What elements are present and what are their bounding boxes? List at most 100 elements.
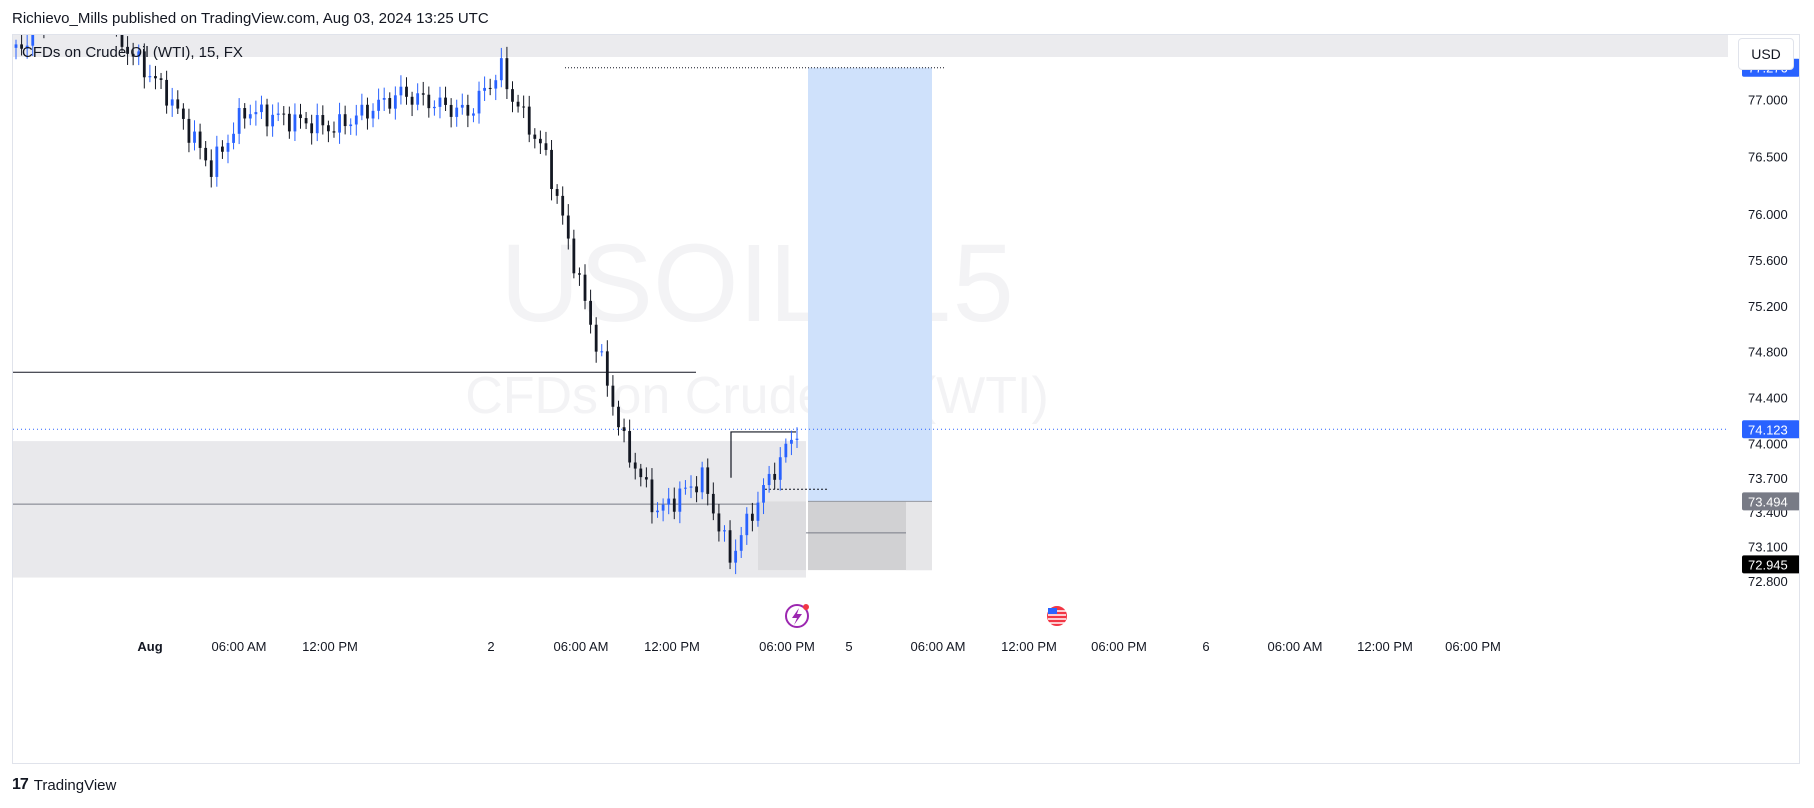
candle	[243, 103, 247, 129]
structure-box	[730, 431, 796, 478]
candle-body	[421, 93, 425, 95]
candle-body	[198, 131, 202, 148]
candle-body	[343, 114, 347, 127]
candle-body	[315, 115, 319, 134]
candle-body	[165, 79, 169, 106]
candle-body	[477, 90, 481, 114]
price-badge-stop: 72.945	[1742, 555, 1799, 574]
candle	[377, 88, 381, 120]
candle-body	[410, 96, 414, 105]
candle	[299, 103, 302, 129]
candle	[204, 141, 208, 167]
candle-body	[388, 98, 392, 109]
candle-body	[600, 351, 604, 353]
candle	[684, 480, 687, 495]
candle-body	[505, 58, 509, 90]
candle	[778, 447, 782, 491]
candle	[795, 427, 799, 448]
candle	[656, 502, 659, 518]
candle	[672, 487, 676, 520]
x-tick-label: 06:00 PM	[1445, 639, 1501, 654]
x-tick-label: 06:00 AM	[212, 639, 267, 654]
candle-body	[494, 80, 498, 89]
candle-body	[711, 493, 715, 514]
candle-body	[617, 406, 620, 428]
candle	[31, 35, 35, 57]
candle	[561, 186, 565, 225]
candle	[193, 120, 196, 151]
candle	[427, 86, 431, 118]
candle-body	[455, 107, 459, 117]
footer[interactable]: 17 TradingView	[12, 776, 116, 794]
candle-body	[561, 195, 565, 216]
x-tick-label: 6	[1202, 639, 1209, 654]
candle	[527, 95, 531, 143]
symbol-label[interactable]: CFDs on Crude Oil (WTI), 15, FX	[22, 44, 243, 61]
candle	[784, 438, 788, 463]
y-tick-label: 72.800	[1748, 574, 1788, 589]
y-tick-label: 74.000	[1748, 436, 1788, 451]
candle	[232, 122, 235, 150]
watermark-description: CFDs on Crude Oil (WTI)	[465, 367, 1049, 425]
candle	[617, 400, 620, 436]
candle-body	[483, 87, 486, 91]
demand-zone	[13, 441, 806, 578]
candle-body	[656, 510, 659, 513]
candle	[393, 86, 397, 120]
x-tick-label: Aug	[137, 639, 162, 654]
candle	[734, 539, 738, 575]
candle-body	[416, 93, 420, 105]
candle	[349, 118, 353, 135]
candle-body	[221, 146, 224, 152]
candle	[276, 102, 280, 122]
candle-body	[131, 53, 135, 57]
candle-body	[762, 485, 765, 503]
candle	[354, 104, 358, 136]
candle	[304, 111, 308, 130]
watermark-symbol: USOIL, 15	[500, 222, 1014, 345]
candle-body	[695, 486, 698, 493]
candle	[700, 461, 704, 500]
candle-body	[293, 114, 297, 132]
candle	[226, 134, 230, 164]
price-badge-current: 74.123	[1742, 420, 1799, 439]
candle	[544, 131, 548, 156]
candle	[611, 375, 615, 416]
candle	[533, 128, 537, 149]
x-tick-label: 2	[487, 639, 494, 654]
candle-body	[321, 115, 325, 126]
candle	[633, 452, 637, 480]
candle	[248, 104, 252, 126]
x-tick-label: 12:00 PM	[1357, 639, 1413, 654]
candle	[338, 102, 341, 144]
candle-body	[700, 467, 704, 493]
candle-body	[550, 149, 553, 190]
candle-body	[232, 133, 235, 143]
candle-body	[299, 114, 302, 119]
x-tick-label: 12:00 PM	[1001, 639, 1057, 654]
loss-zone-left	[758, 501, 806, 571]
profit-zone	[808, 67, 932, 502]
candle	[644, 467, 648, 488]
published-line: Richievo_Mills published on TradingView.…	[12, 10, 489, 27]
candle	[254, 100, 258, 126]
candle-body	[605, 351, 609, 386]
candle-body	[31, 35, 35, 46]
candle	[499, 47, 503, 88]
candle	[767, 465, 771, 493]
candle	[371, 103, 375, 128]
candle-body	[678, 488, 682, 512]
currency-button[interactable]: USD	[1738, 38, 1794, 70]
candle	[293, 103, 297, 142]
candle	[555, 184, 559, 204]
x-tick-label: 06:00 AM	[911, 639, 966, 654]
candle-body	[399, 86, 403, 96]
candle	[460, 93, 464, 115]
candle-body	[449, 104, 453, 117]
candle-body	[142, 51, 146, 78]
candle-body	[611, 385, 615, 407]
candle	[483, 76, 486, 101]
candle	[421, 81, 425, 106]
candle	[343, 105, 347, 135]
